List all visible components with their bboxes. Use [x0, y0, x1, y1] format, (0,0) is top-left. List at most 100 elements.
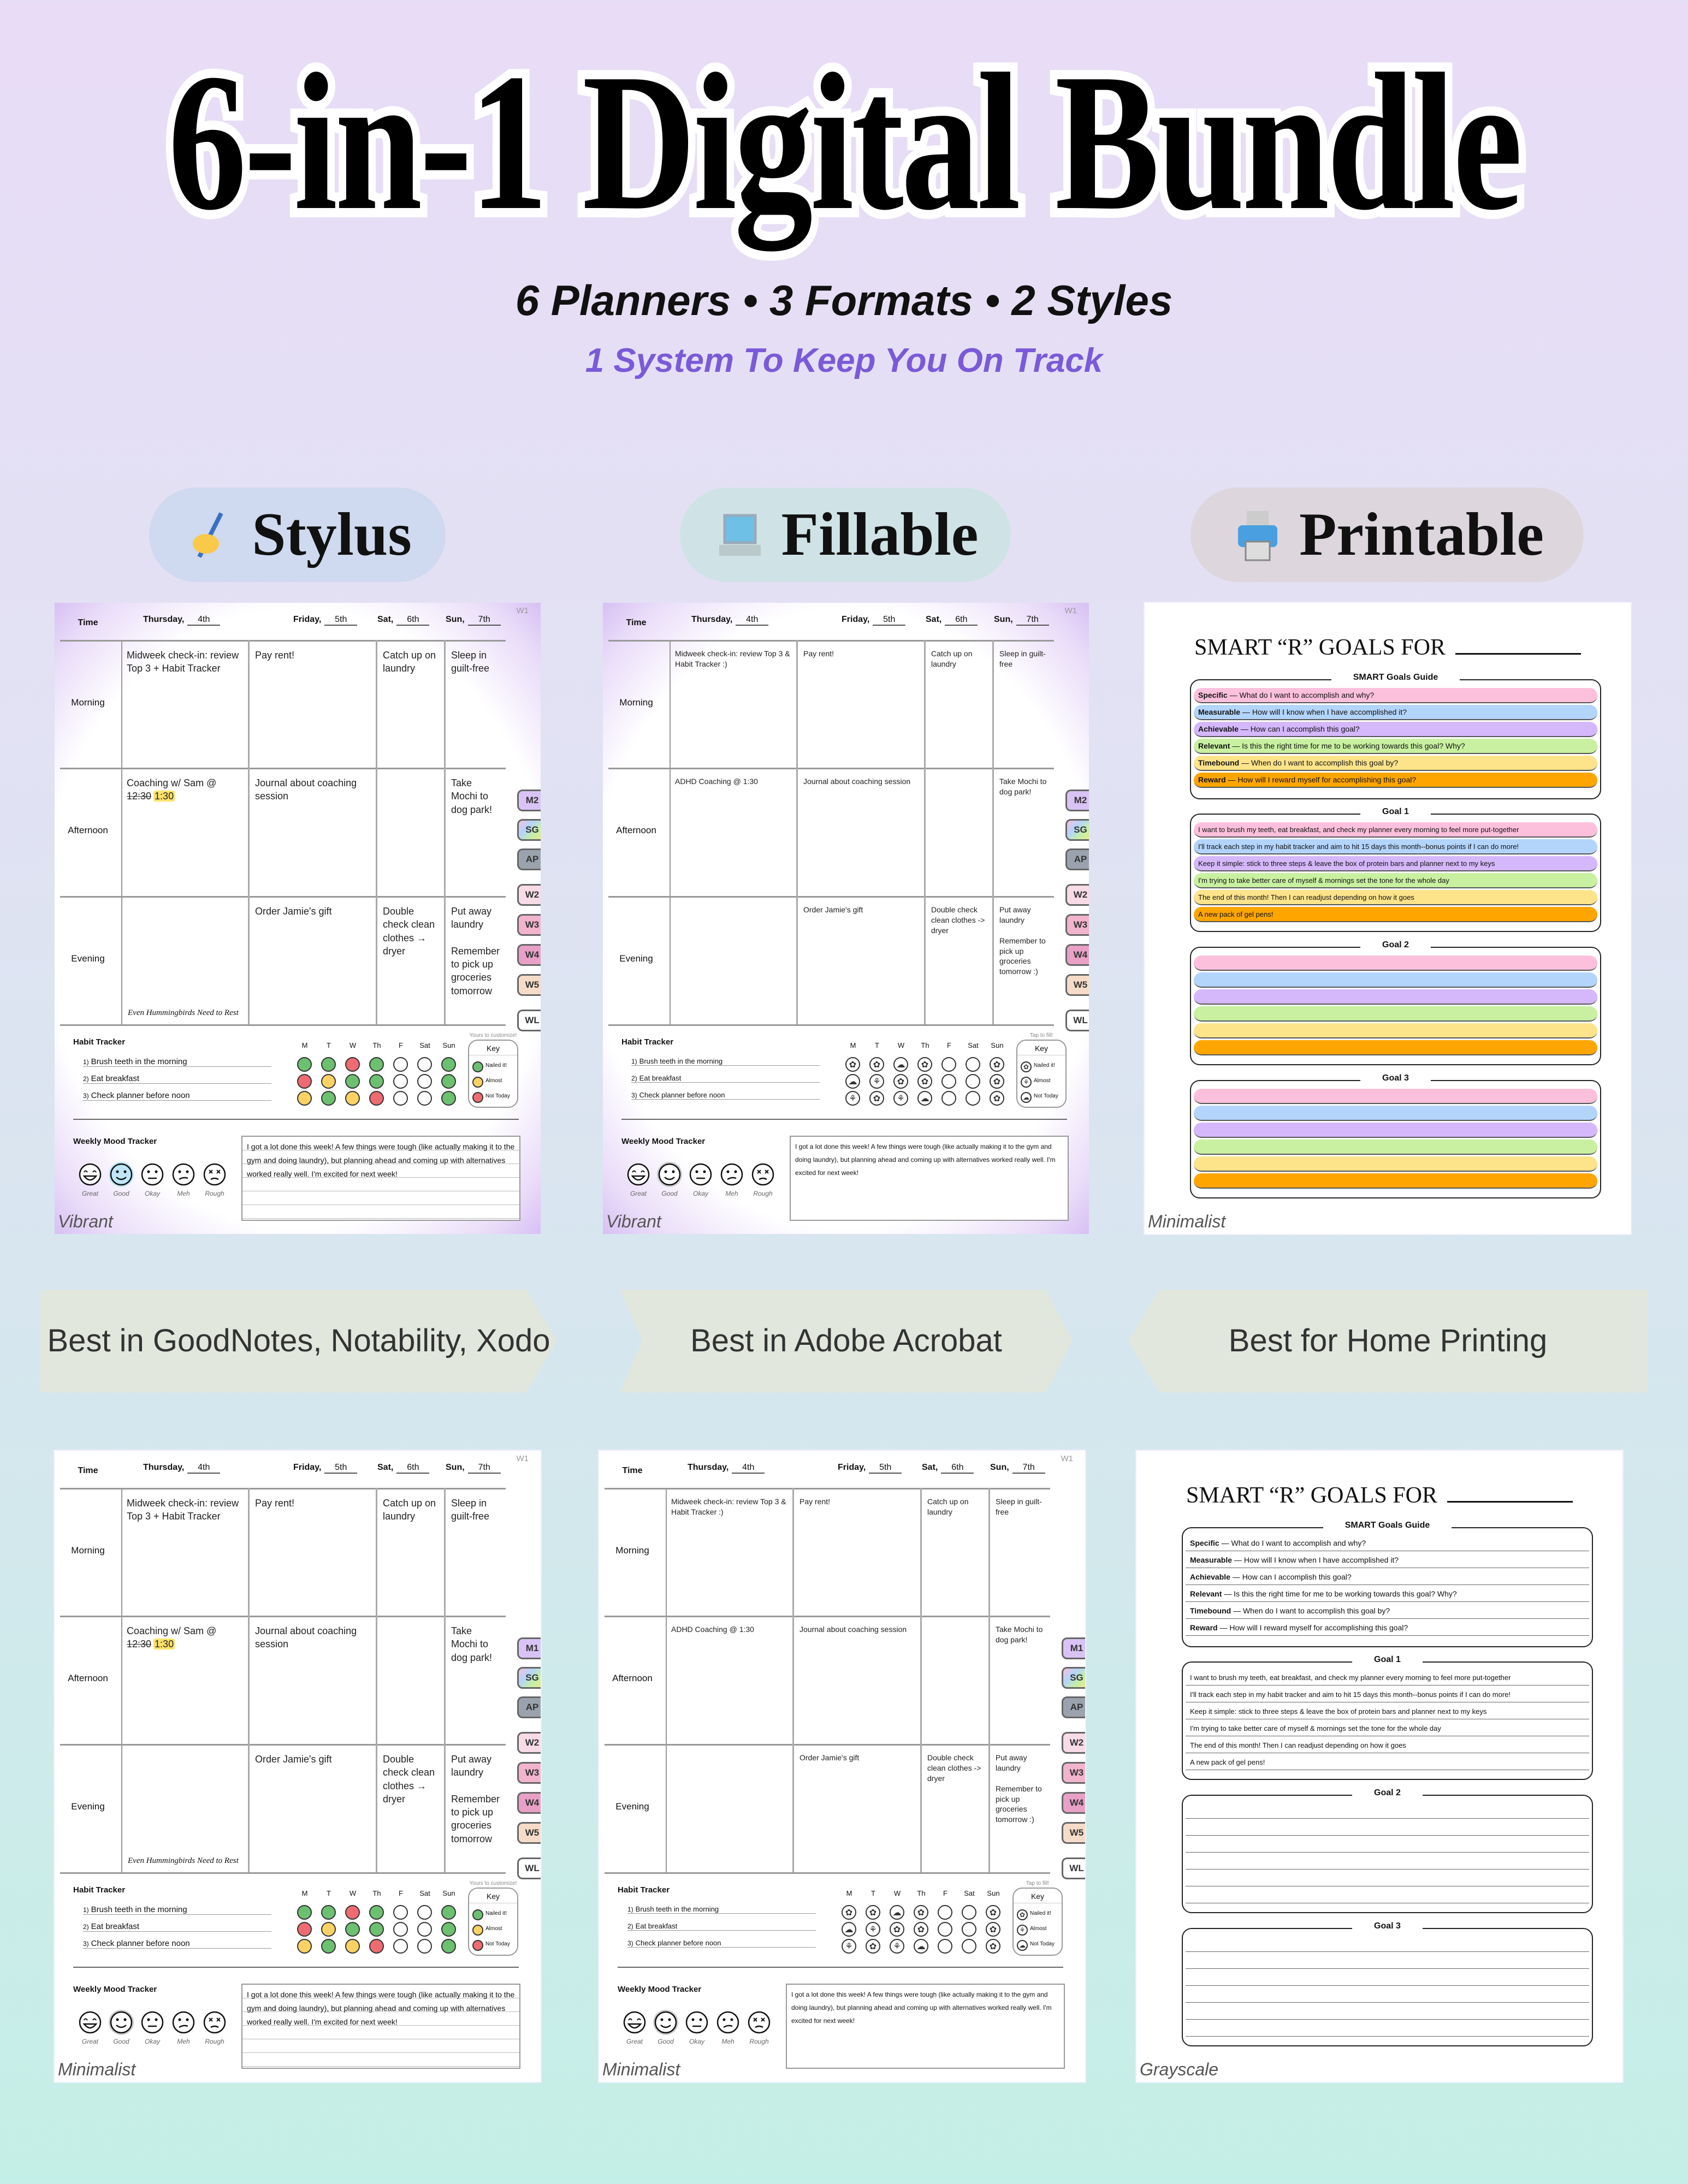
goal-answer[interactable]: A new pack of gel pens! — [1198, 910, 1274, 918]
habit-circle[interactable] — [297, 1905, 312, 1920]
tab-w3[interactable]: W3 — [517, 1762, 541, 1784]
goal-row[interactable]: A new pack of gel pens! — [1186, 1755, 1589, 1770]
rough-face-icon[interactable] — [202, 2010, 227, 2035]
tab-w2[interactable]: W2 — [1065, 884, 1089, 906]
planner-cell[interactable]: Sleep in guilt-free — [446, 1488, 506, 1616]
habit-circle[interactable] — [369, 1057, 384, 1072]
great-face-icon[interactable] — [78, 1162, 103, 1187]
tab-w2[interactable]: W2 — [1062, 1732, 1085, 1754]
planner-cell[interactable]: Catch up on laundry — [377, 640, 446, 768]
habit-circle[interactable]: ✿ — [990, 1074, 1004, 1089]
habit-circle[interactable]: ☁ — [842, 1922, 856, 1937]
habit-circle[interactable] — [369, 1091, 384, 1106]
habit-name[interactable]: Check planner before noon — [639, 1091, 725, 1099]
habit-circle[interactable]: ✿ — [842, 1905, 856, 1920]
tab-w5[interactable]: W5 — [517, 974, 541, 996]
tab-w3[interactable]: W3 — [517, 914, 541, 936]
planner-cell[interactable]: Midweek check-in: review Top 3 + Habit T… — [121, 1488, 250, 1616]
tab-wl[interactable]: WL — [517, 1010, 541, 1031]
good-face-icon[interactable] — [109, 1162, 134, 1187]
planner-cell[interactable]: Put away laundry Remember to pick up gro… — [990, 1744, 1050, 1872]
habit-circle[interactable] — [441, 1905, 456, 1920]
goal-row[interactable] — [1194, 1156, 1597, 1172]
planner-cell[interactable]: Take Mochi to dog park! — [994, 768, 1054, 896]
habit-circle[interactable] — [441, 1922, 456, 1937]
goal-row[interactable]: I'll track each step in my habit tracker… — [1186, 1687, 1589, 1702]
name-blank-line[interactable] — [1447, 1486, 1573, 1503]
tab-w2[interactable]: W2 — [517, 884, 541, 906]
tab-ap[interactable]: AP — [1062, 1696, 1085, 1718]
habit-name[interactable]: Brush teeth in the morning — [91, 1057, 187, 1066]
habit-circle[interactable] — [441, 1939, 456, 1954]
planner-cell[interactable]: Double check clean clothes -> dryer — [922, 1744, 990, 1872]
goal-row[interactable] — [1186, 1971, 1589, 1986]
goal-row[interactable] — [1186, 1888, 1589, 1903]
habit-circle[interactable] — [345, 1057, 360, 1072]
habit-circle[interactable] — [393, 1074, 408, 1089]
habit-circle[interactable]: ✿ — [914, 1922, 928, 1937]
habit-circle[interactable] — [321, 1057, 336, 1072]
habit-circle[interactable] — [417, 1939, 432, 1954]
planner-cell[interactable]: Pay rent! — [250, 640, 377, 768]
planner-cell[interactable]: Catch up on laundry — [377, 1488, 446, 1616]
goal-row[interactable] — [1194, 956, 1597, 971]
okay-face-icon[interactable] — [688, 1162, 713, 1187]
goal-row[interactable] — [1186, 1871, 1589, 1886]
goal-row[interactable] — [1194, 1106, 1597, 1121]
planner-cell[interactable]: Journal about coaching session — [794, 1616, 922, 1744]
habit-name[interactable]: Eat breakfast — [639, 1074, 682, 1082]
habit-name[interactable]: Eat breakfast — [91, 1074, 140, 1083]
habit-circle[interactable] — [297, 1922, 312, 1937]
habit-circle[interactable] — [938, 1939, 952, 1954]
tab-w2[interactable]: W2 — [517, 1732, 541, 1754]
habit-circle[interactable]: ☁ — [845, 1074, 860, 1089]
habit-circle[interactable]: ✿ — [986, 1939, 1000, 1954]
habit-circle[interactable] — [297, 1074, 312, 1089]
goal-row[interactable]: The end of this month! Then I can readju… — [1194, 890, 1597, 905]
habit-circle[interactable] — [321, 1939, 336, 1954]
goal-row[interactable]: I'm trying to take better care of myself… — [1194, 873, 1597, 888]
habit-circle[interactable] — [297, 1057, 312, 1072]
reflection-textbox[interactable]: I got a lot done this week! A few things… — [241, 1984, 520, 2069]
planner-cell[interactable] — [121, 896, 250, 1024]
okay-face-icon[interactable] — [140, 2010, 165, 2035]
planner-cell[interactable]: Pay rent! — [794, 1488, 922, 1616]
goal-row[interactable] — [1194, 1040, 1597, 1055]
habit-circle[interactable] — [417, 1057, 432, 1072]
goal-row[interactable]: A new pack of gel pens! — [1194, 907, 1597, 922]
reflection-textbox[interactable]: I got a lot done this week! A few things… — [786, 1984, 1065, 2069]
habit-circle[interactable]: ✿ — [990, 1057, 1004, 1072]
okay-face-icon[interactable] — [684, 2010, 709, 2035]
rough-face-icon[interactable] — [747, 2010, 772, 2035]
planner-cell[interactable]: Pay rent! — [798, 640, 926, 768]
rough-face-icon[interactable] — [750, 1162, 775, 1187]
habit-circle[interactable] — [345, 1091, 360, 1106]
habit-circle[interactable]: ✿ — [986, 1922, 1000, 1937]
habit-circle[interactable] — [321, 1091, 336, 1106]
tab-m2[interactable]: M2 — [1065, 790, 1089, 811]
planner-cell[interactable]: Take Mochi to dog park! — [446, 1616, 506, 1744]
good-face-icon[interactable] — [657, 1162, 682, 1187]
tab-ap[interactable]: AP — [517, 848, 541, 870]
goal-row[interactable]: Keep it simple: stick to three steps & l… — [1186, 1704, 1589, 1719]
habit-circle[interactable] — [962, 1922, 976, 1937]
planner-cell[interactable]: Journal about coaching session — [250, 1616, 377, 1744]
habit-circle[interactable]: ⚘ — [845, 1091, 860, 1106]
goal-row[interactable] — [1194, 1140, 1597, 1155]
goal-answer[interactable]: The end of this month! Then I can readju… — [1198, 893, 1414, 901]
tab-sg[interactable]: SG — [1065, 819, 1089, 841]
habit-circle[interactable] — [369, 1922, 384, 1937]
goal-row[interactable] — [1194, 1023, 1597, 1038]
reflection-textbox[interactable]: I got a lot done this week! A few things… — [790, 1136, 1069, 1221]
planner-cell[interactable] — [377, 1616, 446, 1744]
habit-circle[interactable]: ☁ — [890, 1905, 904, 1920]
okay-face-icon[interactable] — [140, 1162, 165, 1187]
habit-circle[interactable]: ✿ — [869, 1057, 884, 1072]
good-face-icon[interactable] — [109, 2010, 134, 2035]
planner-cell[interactable]: Sleep in guilt-free — [990, 1488, 1050, 1616]
planner-cell[interactable]: Order Jamie's gift — [250, 1744, 377, 1872]
tab-m2[interactable]: M2 — [517, 790, 541, 811]
goal-row[interactable] — [1194, 972, 1597, 988]
goal-row[interactable]: The end of this month! Then I can readju… — [1186, 1738, 1589, 1753]
habit-circle[interactable] — [321, 1905, 336, 1920]
